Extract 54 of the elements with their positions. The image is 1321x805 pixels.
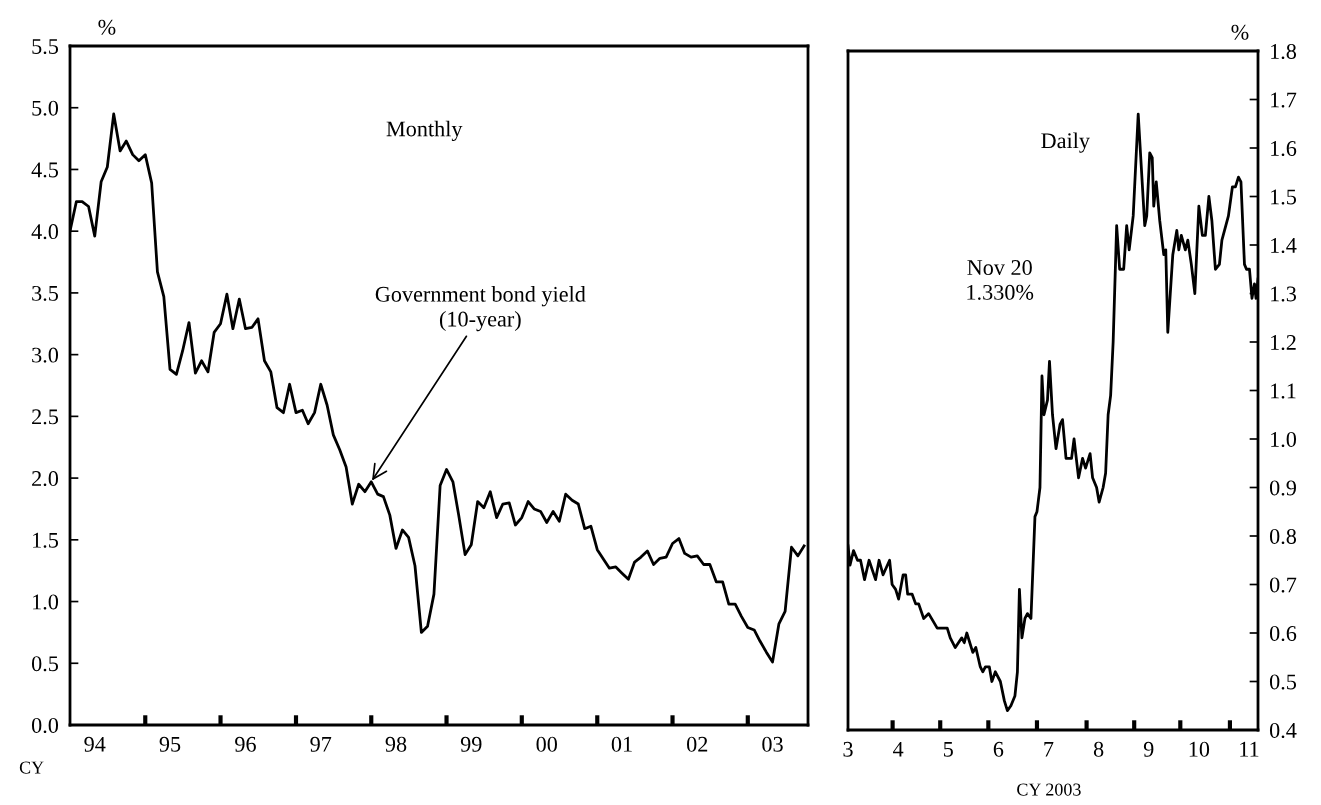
y2-tick-label: 0.4 <box>1269 722 1297 739</box>
x-tick-label: 4 <box>893 741 904 757</box>
y2-tick-label: 0.9 <box>1269 480 1296 496</box>
y-tick-label: 2.5 <box>32 409 59 425</box>
y2-tick-label: 1.8 <box>1271 43 1297 60</box>
y2-tick-label: 1.7 <box>1271 92 1297 108</box>
y2-tick-label: 0.8 <box>1269 528 1297 545</box>
x-tick-label: 94 <box>84 736 106 752</box>
y-tick-label: 5.0 <box>32 100 59 116</box>
x-tick-label: 3 <box>843 741 853 757</box>
y-tick-label: 1.5 <box>33 532 59 548</box>
y2-tick-label: 1.3 <box>1271 286 1297 302</box>
x-tick-label: 10 <box>1189 741 1210 757</box>
y2-axis-title: % <box>1231 24 1249 40</box>
y-tick-label: 1.0 <box>33 594 59 610</box>
y-tick-label: 5.5 <box>32 39 59 55</box>
x-tick-label: 8 <box>1093 741 1104 757</box>
y2-tick-label: 1.6 <box>1271 140 1297 157</box>
x-axis-title: CY 2003 <box>1017 783 1081 796</box>
y-tick-label: 3.5 <box>32 285 59 301</box>
x-tick-label: 03 <box>762 736 783 752</box>
x-tick-label: 00 <box>536 736 557 752</box>
y-tick-label: 4.5 <box>31 162 59 178</box>
annotation: Government bond yield (10-year) <box>375 286 586 332</box>
annotation: Daily <box>1041 132 1090 153</box>
y2-tick-label: 1.5 <box>1271 189 1297 205</box>
x-tick-label: 96 <box>235 736 256 752</box>
x-axis-title: CY <box>19 761 44 774</box>
x-tick-label: 98 <box>385 736 407 752</box>
x-tick-label: 99 <box>460 736 482 752</box>
x-tick-label: 9 <box>1143 741 1154 757</box>
x-tick-label: 11 <box>1240 741 1259 757</box>
x-tick-label: 02 <box>687 736 708 752</box>
annotation: Monthly <box>386 120 463 141</box>
x-tick-label: 97 <box>310 736 332 752</box>
x-tick-label: 95 <box>159 736 181 752</box>
y2-tick-label: 1.1 <box>1271 383 1296 399</box>
y-tick-label: 0.0 <box>31 717 59 734</box>
y-tick-label: 3.0 <box>32 347 59 363</box>
y2-tick-label: 0.6 <box>1269 625 1297 642</box>
y-tick-label: 4.0 <box>31 224 59 240</box>
x-tick-label: 6 <box>993 741 1004 757</box>
annotation: Nov 20 1.330% <box>967 260 1034 300</box>
x-tick-label: 7 <box>1044 741 1054 757</box>
y2-tick-label: 1.0 <box>1271 431 1297 448</box>
y-tick-label: 2.0 <box>32 471 59 487</box>
y-axis-title: % <box>98 19 116 35</box>
y-tick-label: 0.5 <box>31 656 59 672</box>
y2-tick-label: 0.7 <box>1269 577 1297 593</box>
y2-tick-label: 0.5 <box>1269 674 1297 690</box>
x-tick-label: 5 <box>943 741 953 757</box>
y2-tick-label: 1.4 <box>1271 238 1297 254</box>
x-tick-label: 01 <box>611 736 632 752</box>
y2-tick-label: 1.2 <box>1271 334 1296 351</box>
